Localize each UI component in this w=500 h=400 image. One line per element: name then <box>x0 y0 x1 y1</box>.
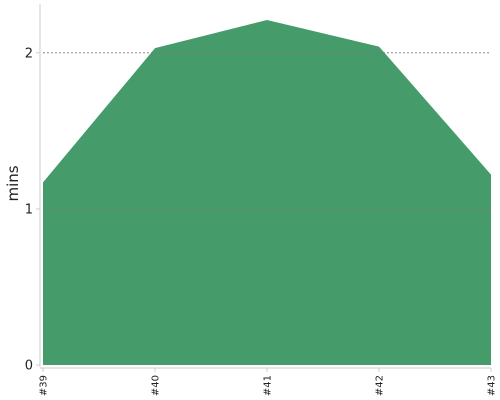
y-tick-label: 2 <box>25 46 33 61</box>
x-tick-label: #40 <box>151 375 162 396</box>
series-area <box>43 20 491 366</box>
x-axis-ticks: #39 #40 #41 #42 #43 <box>39 368 498 396</box>
x-tick-label: #39 <box>39 375 50 396</box>
x-tick-label: #43 <box>487 375 498 396</box>
y-tick-label: 0 <box>25 359 33 374</box>
axes <box>39 4 491 369</box>
x-tick-label: #42 <box>375 375 386 396</box>
y-axis-ticks: 0 1 2 <box>25 46 40 374</box>
x-tick-label: #41 <box>263 375 274 396</box>
gridlines <box>43 52 491 210</box>
y-axis-label: mins <box>4 165 22 201</box>
y-tick-label: 1 <box>25 202 33 217</box>
series-area-layer <box>42 20 492 366</box>
